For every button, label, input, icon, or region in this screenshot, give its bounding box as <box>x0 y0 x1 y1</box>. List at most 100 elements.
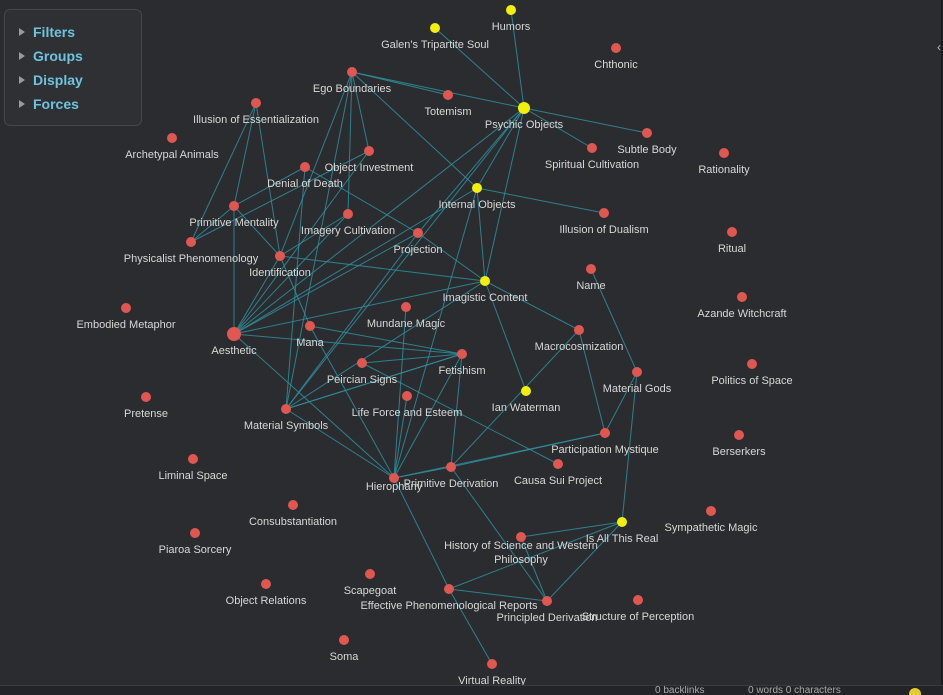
node-dot[interactable] <box>443 90 453 100</box>
graph-node-illusion-of-dualism[interactable]: Illusion of Dualism <box>559 208 649 236</box>
graph-node-imagistic-content[interactable]: Imagistic Content <box>443 276 528 304</box>
backlinks-count[interactable]: 0 backlinks <box>655 685 705 695</box>
node-dot[interactable] <box>446 462 456 472</box>
node-dot[interactable] <box>186 237 196 247</box>
graph-node-macrocosmization[interactable]: Macrocosmization <box>535 325 624 353</box>
node-dot[interactable] <box>364 146 374 156</box>
graph-node-imagery-cultivation[interactable]: Imagery Cultivation <box>301 209 395 237</box>
graph-node-embodied-metaphor[interactable]: Embodied Metaphor <box>76 303 176 331</box>
node-dot[interactable] <box>357 358 367 368</box>
node-dot[interactable] <box>251 98 261 108</box>
graph-node-totemism[interactable]: Totemism <box>424 90 472 118</box>
node-dot[interactable] <box>600 428 610 438</box>
node-dot[interactable] <box>611 43 621 53</box>
expand-chevron-icon[interactable]: ‹ <box>937 40 941 54</box>
graph-node-causa-sui-project[interactable]: Causa Sui Project <box>514 459 602 487</box>
node-dot[interactable] <box>343 209 353 219</box>
graph-node-name[interactable]: Name <box>576 264 606 292</box>
graph-node-politics-of-space[interactable]: Politics of Space <box>711 359 793 387</box>
node-dot[interactable] <box>719 148 729 158</box>
graph-node-principled-derivation[interactable]: Principled Derivation <box>497 596 598 624</box>
graph-node-mana[interactable]: Mana <box>296 321 325 349</box>
node-dot[interactable] <box>401 302 411 312</box>
graph-node-ego-boundaries[interactable]: Ego Boundaries <box>313 67 392 95</box>
graph-node-consubstantiation[interactable]: Consubstantiation <box>249 500 337 528</box>
node-dot[interactable] <box>586 264 596 274</box>
sync-status-icon[interactable] <box>909 688 921 695</box>
graph-node-virtual-reality[interactable]: Virtual Reality <box>458 659 526 686</box>
node-dot[interactable] <box>553 459 563 469</box>
graph-node-rationality[interactable]: Rationality <box>698 148 750 176</box>
node-dot[interactable] <box>444 584 454 594</box>
graph-node-life-force-and-esteem[interactable]: Life Force and Esteem <box>352 391 463 419</box>
graph-node-material-symbols[interactable]: Material Symbols <box>244 404 329 432</box>
pane-divider[interactable] <box>941 0 943 686</box>
node-dot[interactable] <box>574 325 584 335</box>
graph-node-scapegoat[interactable]: Scapegoat <box>344 569 397 597</box>
graph-node-galen-s-tripartite-soul[interactable]: Galen's Tripartite Soul <box>381 23 489 51</box>
node-dot[interactable] <box>521 386 531 396</box>
node-dot[interactable] <box>227 327 241 341</box>
node-dot[interactable] <box>747 359 757 369</box>
node-dot[interactable] <box>288 500 298 510</box>
graph-node-material-gods[interactable]: Material Gods <box>603 367 672 395</box>
graph-node-fetishism[interactable]: Fetishism <box>438 349 486 377</box>
filters-toggle[interactable]: Filters <box>19 20 141 44</box>
node-dot[interactable] <box>275 251 285 261</box>
graph-node-object-relations[interactable]: Object Relations <box>226 579 307 607</box>
node-dot[interactable] <box>190 528 200 538</box>
graph-node-humors[interactable]: Humors <box>492 5 531 33</box>
graph-node-berserkers[interactable]: Berserkers <box>712 430 766 458</box>
node-dot[interactable] <box>727 227 737 237</box>
node-dot[interactable] <box>706 506 716 516</box>
graph-node-chthonic[interactable]: Chthonic <box>594 43 638 71</box>
graph-node-aesthetic[interactable]: Aesthetic <box>211 327 257 357</box>
graph-node-soma[interactable]: Soma <box>330 635 360 663</box>
node-dot[interactable] <box>261 579 271 589</box>
node-dot[interactable] <box>300 162 310 172</box>
graph-node-identification[interactable]: Identification <box>249 251 311 279</box>
node-dot[interactable] <box>633 595 643 605</box>
graph-node-subtle-body[interactable]: Subtle Body <box>617 128 677 156</box>
node-dot[interactable] <box>229 201 239 211</box>
graph-node-pretense[interactable]: Pretense <box>124 392 168 420</box>
graph-node-participation-mystique[interactable]: Participation Mystique <box>551 428 659 456</box>
graph-node-ritual[interactable]: Ritual <box>718 227 746 255</box>
node-dot[interactable] <box>506 5 516 15</box>
node-dot[interactable] <box>516 532 526 542</box>
graph-node-effective-phenomenological-reports[interactable]: Effective Phenomenological Reports <box>360 584 538 612</box>
graph-node-primitive-derivation[interactable]: Primitive Derivation <box>404 462 499 490</box>
graph-node-object-investment[interactable]: Object Investment <box>325 146 414 174</box>
node-dot[interactable] <box>642 128 652 138</box>
graph-node-peircian-signs[interactable]: Peircian Signs <box>327 358 398 386</box>
node-dot[interactable] <box>472 183 482 193</box>
node-dot[interactable] <box>487 659 497 669</box>
node-dot[interactable] <box>737 292 747 302</box>
node-dot[interactable] <box>121 303 131 313</box>
groups-toggle[interactable]: Groups <box>19 44 141 68</box>
display-toggle[interactable]: Display <box>19 68 141 92</box>
graph-node-physicalist-phenomenology[interactable]: Physicalist Phenomenology <box>124 237 259 265</box>
node-dot[interactable] <box>347 67 357 77</box>
graph-node-azande-witchcraft[interactable]: Azande Witchcraft <box>697 292 787 320</box>
node-dot[interactable] <box>188 454 198 464</box>
node-dot[interactable] <box>413 228 423 238</box>
graph-node-projection[interactable]: Projection <box>394 228 443 256</box>
node-dot[interactable] <box>305 321 315 331</box>
node-dot[interactable] <box>402 391 412 401</box>
graph-node-hierophany[interactable]: Hierophany <box>366 473 423 493</box>
graph-node-sympathetic-magic[interactable]: Sympathetic Magic <box>665 506 758 534</box>
node-dot[interactable] <box>518 102 530 114</box>
graph-node-history-of-science-and-western-philosophy[interactable]: History of Science and Western Philosophy <box>444 532 598 566</box>
graph-node-archetypal-animals[interactable]: Archetypal Animals <box>125 133 219 161</box>
node-dot[interactable] <box>339 635 349 645</box>
graph-node-ian-waterman[interactable]: Ian Waterman <box>492 386 561 414</box>
graph-node-internal-objects[interactable]: Internal Objects <box>438 183 516 211</box>
graph-node-liminal-space[interactable]: Liminal Space <box>158 454 228 482</box>
graph-node-is-all-this-real[interactable]: Is All This Real <box>586 517 659 545</box>
node-dot[interactable] <box>457 349 467 359</box>
node-dot[interactable] <box>632 367 642 377</box>
node-dot[interactable] <box>480 276 490 286</box>
node-dot[interactable] <box>599 208 609 218</box>
node-dot[interactable] <box>542 596 552 606</box>
